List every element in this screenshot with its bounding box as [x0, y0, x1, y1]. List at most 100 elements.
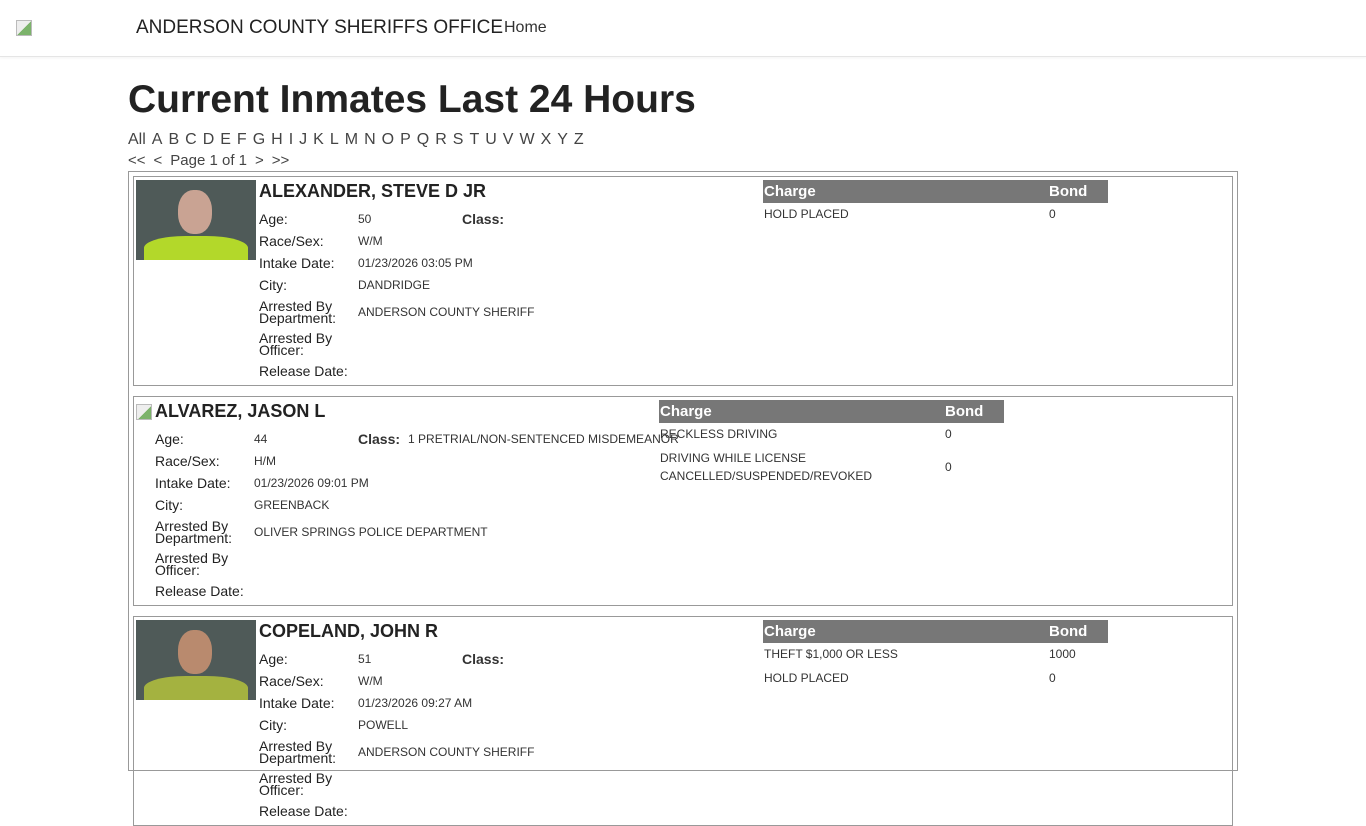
city-label: City:: [155, 497, 183, 513]
intake-value: 01/23/2026 03:05 PM: [358, 256, 473, 270]
charge-bond: 0: [1049, 207, 1056, 221]
officer-label: Arrested By Officer:: [259, 770, 333, 798]
age-value: 51: [358, 652, 372, 666]
inmate-name[interactable]: ALVAREZ, JASON L: [155, 401, 326, 421]
letter-link[interactable]: C: [185, 131, 197, 148]
logo-broken-image-icon[interactable]: [16, 20, 32, 36]
release-label: Release Date:: [259, 363, 348, 379]
letter-link[interactable]: N: [364, 131, 376, 148]
charge-row: DRIVING WHILE LICENSE CANCELLED/SUSPENDE…: [659, 447, 1004, 489]
inmate-list: ALEXANDER, STEVE D JR Age: 50 Class: Race/Se…: [128, 171, 1238, 826]
letter-link[interactable]: K: [313, 131, 324, 148]
letter-link[interactable]: T: [469, 131, 480, 148]
broken-image-icon: [136, 404, 152, 420]
class-label: Class:: [462, 651, 505, 667]
class-value: 1 PRETRIAL/NON-SENTENCED MISDEMEANOR: [408, 432, 679, 446]
letter-link[interactable]: W: [519, 131, 535, 148]
letter-link[interactable]: F: [236, 131, 247, 148]
field-age: Age: 51 Class:: [259, 648, 763, 670]
race-label: Race/Sex:: [259, 673, 324, 689]
letter-link[interactable]: Q: [416, 131, 430, 148]
race-value: H/M: [254, 454, 276, 468]
first-page-link[interactable]: <<: [128, 152, 146, 169]
navbar: ANDERSON COUNTY SHERIFFS OFFICE Home: [0, 0, 1366, 57]
bond-header: Bond: [1048, 620, 1108, 643]
race-value: W/M: [358, 234, 383, 248]
letter-link[interactable]: Z: [573, 131, 584, 148]
letter-link[interactable]: E: [220, 131, 231, 148]
nav-home-link[interactable]: Home: [504, 19, 547, 36]
prev-page-link[interactable]: <: [153, 152, 163, 169]
field-dept: Arrested By Department: OLIVER SPRINGS PO…: [155, 516, 659, 548]
intake-value: 01/23/2026 09:01 PM: [254, 476, 369, 490]
letter-link[interactable]: R: [435, 131, 447, 148]
field-race: Race/Sex: W/M: [259, 230, 763, 252]
field-race: Race/Sex: H/M: [155, 450, 659, 472]
city-value: GREENBACK: [254, 498, 330, 512]
charge-name: THEFT $1,000 OR LESS: [764, 647, 898, 661]
charge-row: HOLD PLACED 0: [763, 203, 1108, 227]
charge-header: Charge: [763, 620, 1048, 643]
field-intake: Intake Date: 01/23/2026 09:27 AM: [259, 692, 763, 714]
field-city: City: GREENBACK: [155, 494, 659, 516]
field-release: Release Date:: [259, 800, 763, 822]
last-page-link[interactable]: >>: [271, 152, 290, 169]
age-value: 44: [254, 432, 268, 446]
field-age: Age: 50 Class:: [259, 208, 763, 230]
letter-link[interactable]: D: [202, 131, 215, 148]
release-label: Release Date:: [259, 803, 348, 819]
field-officer: Arrested By Officer:: [155, 548, 659, 580]
age-label: Age:: [155, 431, 184, 447]
mugshot-image[interactable]: [136, 620, 256, 700]
dept-label: Arrested By Department:: [155, 518, 233, 546]
letter-filter: All A B C D E F G H I J K L M N O P Q R S T U V W X Y Z: [128, 131, 1238, 149]
mugshot-image[interactable]: [136, 180, 256, 260]
letter-link[interactable]: G: [252, 131, 266, 148]
dept-label: Arrested By Department:: [259, 298, 337, 326]
officer-label: Arrested By Officer:: [155, 550, 229, 578]
city-label: City:: [259, 277, 287, 293]
race-label: Race/Sex:: [155, 453, 220, 469]
inmate-record: COPELAND, JOHN R Age: 51 Class: Race/Sex: W/M…: [133, 616, 1233, 826]
brand-link[interactable]: ANDERSON COUNTY SHERIFFS OFFICE: [136, 17, 504, 38]
letter-link[interactable]: S: [452, 131, 464, 148]
letter-link[interactable]: X: [540, 131, 552, 148]
letter-link[interactable]: All: [128, 131, 146, 148]
field-release: Release Date:: [155, 580, 659, 602]
age-label: Age:: [259, 651, 288, 667]
class-label: Class:: [358, 431, 401, 447]
inmate-name[interactable]: ALEXANDER, STEVE D JR: [259, 181, 487, 201]
letter-link[interactable]: B: [168, 131, 180, 148]
officer-label: Arrested By Officer:: [259, 330, 333, 358]
letter-link[interactable]: I: [288, 131, 294, 148]
class-label: Class:: [462, 211, 505, 227]
letter-link[interactable]: H: [271, 131, 283, 148]
letter-link[interactable]: M: [344, 131, 359, 148]
next-page-link[interactable]: >: [255, 152, 264, 169]
letter-link[interactable]: A: [151, 131, 163, 148]
inmate-record: ALVAREZ, JASON L Age: 44 Class: 1 PRETRIAL/N…: [133, 396, 1233, 606]
charge-row: HOLD PLACED 0: [763, 667, 1108, 691]
letter-link[interactable]: P: [400, 131, 411, 148]
charge-name: RECKLESS DRIVING: [660, 427, 778, 441]
field-city: City: DANDRIDGE: [259, 274, 763, 296]
letter-link[interactable]: U: [485, 131, 497, 148]
field-city: City: POWELL: [259, 714, 763, 736]
city-value: POWELL: [358, 718, 409, 732]
field-officer: Arrested By Officer:: [259, 768, 763, 800]
charge-name: HOLD PLACED: [764, 207, 849, 221]
letter-link[interactable]: O: [381, 131, 395, 148]
bond-header: Bond: [1048, 180, 1108, 203]
city-value: DANDRIDGE: [358, 278, 431, 292]
letter-link[interactable]: Y: [557, 131, 568, 148]
inmate-info: ALEXANDER, STEVE D JR Age: 50 Class: Race/Se…: [259, 180, 763, 382]
letter-link[interactable]: J: [299, 131, 308, 148]
field-intake: Intake Date: 01/23/2026 09:01 PM: [155, 472, 659, 494]
inmate-name[interactable]: COPELAND, JOHN R: [259, 621, 439, 641]
intake-label: Intake Date:: [259, 695, 335, 711]
field-age: Age: 44 Class: 1 PRETRIAL/NON-SENTENCED MIS…: [155, 428, 679, 450]
charge-header: Charge: [763, 180, 1048, 203]
letter-link[interactable]: V: [502, 131, 514, 148]
age-value: 50: [358, 212, 372, 226]
letter-link[interactable]: L: [329, 131, 339, 148]
